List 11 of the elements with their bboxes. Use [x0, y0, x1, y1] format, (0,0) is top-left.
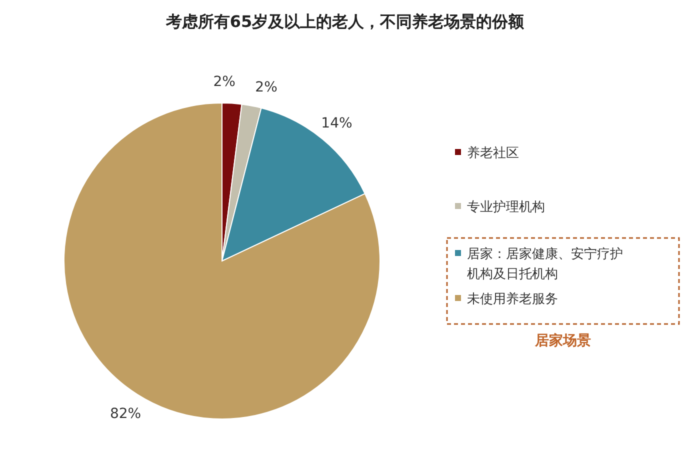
legend-label: 养老社区 [467, 145, 519, 161]
pie-slice [64, 102, 380, 420]
legend-label: 未使用养老服务 [467, 291, 558, 307]
data-label: 2% [213, 74, 236, 90]
data-label: 14% [321, 115, 352, 132]
text: 居家场景 [534, 332, 591, 349]
legend-label: 居家：居家健康、安宁疗护机构及日托机构 [467, 246, 623, 282]
chart-title: 考虑所有65岁及以上的老人，不同养老场景的份额 [164, 12, 526, 31]
data-label: 82% [110, 406, 142, 422]
legend-label: 专业护理机构 [467, 200, 545, 215]
data-label: 2% [255, 80, 278, 96]
